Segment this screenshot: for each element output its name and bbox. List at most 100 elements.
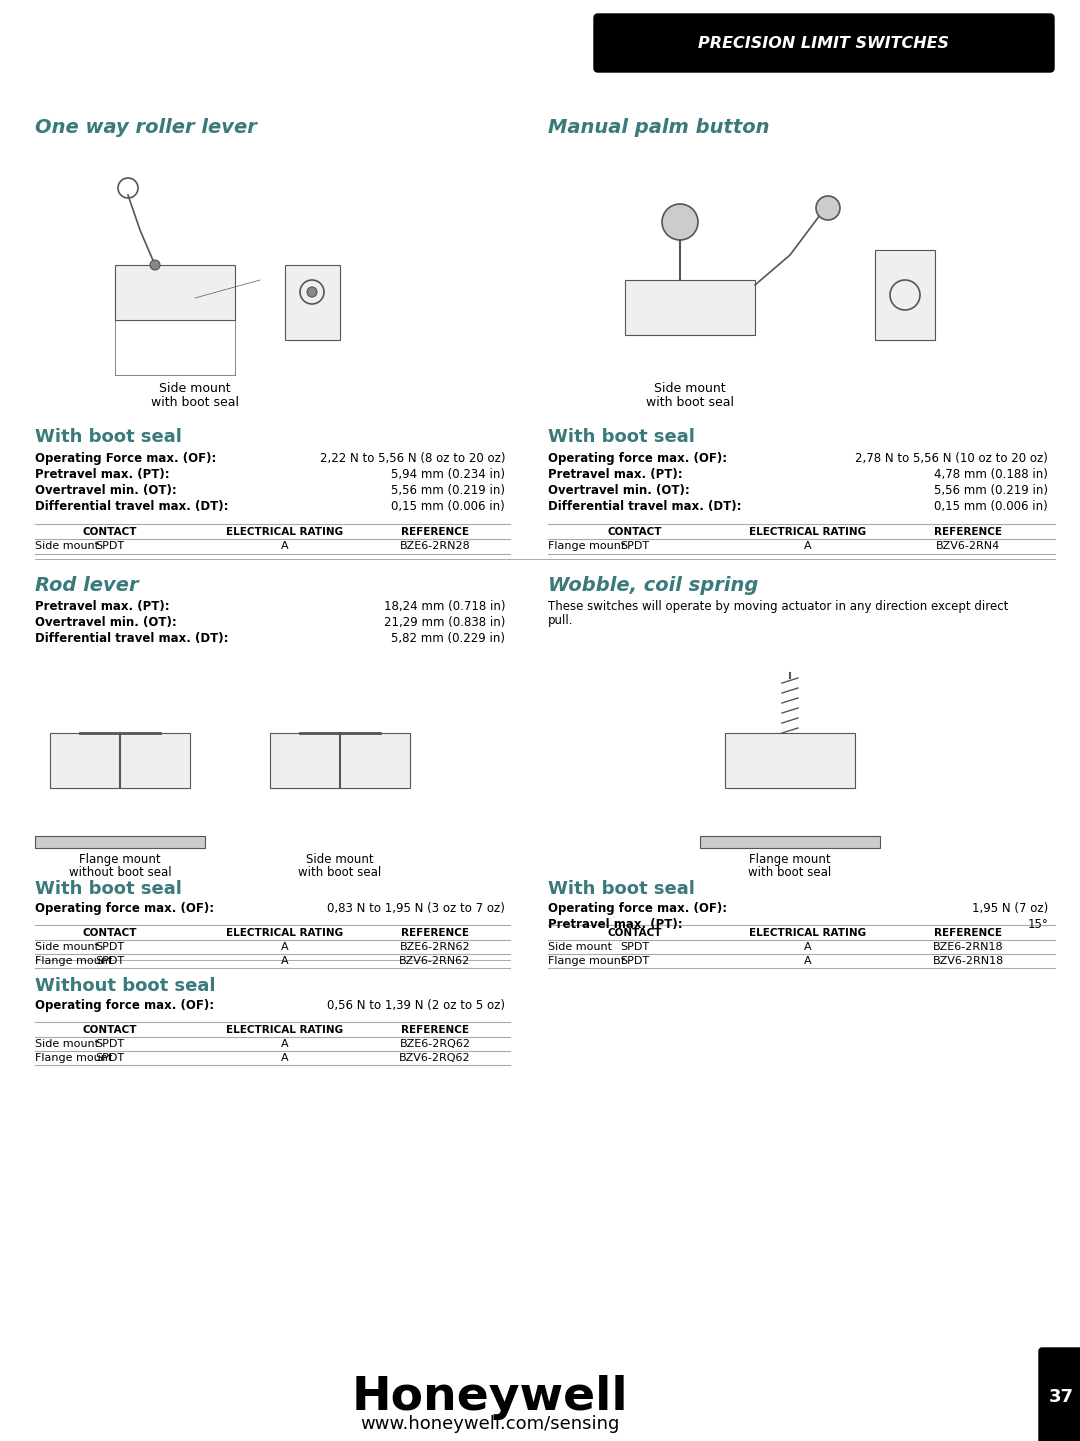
Text: 18,24 mm (0.718 in): 18,24 mm (0.718 in): [383, 599, 505, 612]
Text: BZE6-2RN18: BZE6-2RN18: [933, 942, 1003, 953]
Bar: [35, 836, 205, 847]
Bar: [700, 836, 880, 847]
Text: Side mount: Side mount: [307, 853, 374, 866]
Bar: [285, 265, 340, 340]
Bar: [270, 733, 410, 788]
FancyBboxPatch shape: [1039, 1347, 1080, 1441]
Text: These switches will operate by moving actuator in any direction except direct: These switches will operate by moving ac…: [548, 599, 1009, 612]
Text: 4,78 mm (0.188 in): 4,78 mm (0.188 in): [934, 468, 1048, 481]
Text: SPDT: SPDT: [620, 540, 649, 550]
Text: A: A: [281, 942, 288, 953]
Text: Overtravel min. (OT):: Overtravel min. (OT):: [35, 484, 177, 497]
Text: Flange mount: Flange mount: [548, 955, 625, 965]
Text: Honeywell: Honeywell: [352, 1375, 629, 1419]
Circle shape: [816, 196, 840, 220]
Text: With boot seal: With boot seal: [35, 428, 181, 447]
Text: ELECTRICAL RATING: ELECTRICAL RATING: [227, 527, 343, 537]
FancyBboxPatch shape: [594, 14, 1054, 72]
Text: Rod lever: Rod lever: [35, 576, 138, 595]
Text: BZE6-2RN28: BZE6-2RN28: [400, 540, 471, 550]
Text: 21,29 mm (0.838 in): 21,29 mm (0.838 in): [383, 615, 505, 630]
Text: CONTACT: CONTACT: [83, 1025, 137, 1035]
Text: ELECTRICAL RATING: ELECTRICAL RATING: [750, 527, 866, 537]
Text: Flange mount: Flange mount: [548, 540, 625, 550]
Text: CONTACT: CONTACT: [83, 928, 137, 938]
Text: BZE6-2RQ62: BZE6-2RQ62: [400, 1039, 471, 1049]
Text: SPDT: SPDT: [95, 1053, 124, 1063]
Text: A: A: [281, 1039, 288, 1049]
Text: CONTACT: CONTACT: [608, 527, 662, 537]
Text: Side mount: Side mount: [35, 1039, 99, 1049]
Text: Differential travel max. (DT):: Differential travel max. (DT):: [548, 500, 742, 513]
Text: 37: 37: [1049, 1388, 1074, 1406]
Text: Flange mount: Flange mount: [79, 853, 161, 866]
Text: Flange mount: Flange mount: [35, 1053, 112, 1063]
Text: Pretravel max. (PT):: Pretravel max. (PT):: [35, 599, 170, 612]
Text: 5,56 mm (0.219 in): 5,56 mm (0.219 in): [391, 484, 505, 497]
Text: BZV6-2RN18: BZV6-2RN18: [932, 955, 1003, 965]
Text: 1,95 N (7 oz): 1,95 N (7 oz): [972, 902, 1048, 915]
Circle shape: [150, 259, 160, 269]
Circle shape: [307, 287, 318, 297]
Text: Side mount: Side mount: [35, 540, 99, 550]
Text: Overtravel min. (OT):: Overtravel min. (OT):: [35, 615, 177, 630]
Text: PRECISION LIMIT SWITCHES: PRECISION LIMIT SWITCHES: [699, 36, 949, 50]
Bar: [625, 280, 755, 334]
Text: 0,15 mm (0.006 in): 0,15 mm (0.006 in): [934, 500, 1048, 513]
Text: Manual palm button: Manual palm button: [548, 118, 769, 137]
Text: Pretravel max. (PT):: Pretravel max. (PT):: [548, 468, 683, 481]
Text: 5,94 mm (0.234 in): 5,94 mm (0.234 in): [391, 468, 505, 481]
Text: With boot seal: With boot seal: [548, 880, 694, 898]
Text: BZV6-2RQ62: BZV6-2RQ62: [400, 1053, 471, 1063]
Text: A: A: [281, 540, 288, 550]
Text: BZE6-2RN62: BZE6-2RN62: [400, 942, 470, 953]
Text: A: A: [805, 955, 812, 965]
Text: 0,15 mm (0.006 in): 0,15 mm (0.006 in): [391, 500, 505, 513]
Text: Operating force max. (OF):: Operating force max. (OF):: [35, 902, 214, 915]
Text: Side mount: Side mount: [654, 382, 726, 395]
Text: 0,56 N to 1,39 N (2 oz to 5 oz): 0,56 N to 1,39 N (2 oz to 5 oz): [327, 999, 505, 1012]
Text: CONTACT: CONTACT: [608, 928, 662, 938]
Text: CONTACT: CONTACT: [83, 527, 137, 537]
Text: www.honeywell.com/sensing: www.honeywell.com/sensing: [361, 1415, 620, 1432]
Text: without boot seal: without boot seal: [69, 866, 172, 879]
Text: Pretravel max. (PT):: Pretravel max. (PT):: [35, 468, 170, 481]
Text: REFERENCE: REFERENCE: [401, 1025, 469, 1035]
Text: Differential travel max. (DT):: Differential travel max. (DT):: [35, 500, 229, 513]
Text: pull.: pull.: [548, 614, 573, 627]
Text: A: A: [281, 1053, 288, 1063]
Text: A: A: [805, 942, 812, 953]
Text: Operating force max. (OF):: Operating force max. (OF):: [35, 999, 214, 1012]
Bar: [875, 249, 935, 340]
Text: Operating Force max. (OF):: Operating Force max. (OF):: [35, 452, 216, 465]
Text: ELECTRICAL RATING: ELECTRICAL RATING: [227, 1025, 343, 1035]
Text: SPDT: SPDT: [95, 942, 124, 953]
Text: SPDT: SPDT: [620, 942, 649, 953]
Text: Side mount: Side mount: [548, 942, 612, 953]
Text: 5,82 mm (0.229 in): 5,82 mm (0.229 in): [391, 633, 505, 646]
Text: Overtravel min. (OT):: Overtravel min. (OT):: [548, 484, 690, 497]
Text: SPDT: SPDT: [95, 955, 124, 965]
Text: REFERENCE: REFERENCE: [401, 527, 469, 537]
Text: SPDT: SPDT: [95, 1039, 124, 1049]
Bar: [50, 733, 190, 788]
Text: ELECTRICAL RATING: ELECTRICAL RATING: [750, 928, 866, 938]
Text: REFERENCE: REFERENCE: [934, 527, 1002, 537]
Text: Operating force max. (OF):: Operating force max. (OF):: [548, 902, 727, 915]
Text: Side mount: Side mount: [35, 942, 99, 953]
Text: Differential travel max. (DT):: Differential travel max. (DT):: [35, 633, 229, 646]
Circle shape: [662, 205, 698, 241]
Text: 2,78 N to 5,56 N (10 oz to 20 oz): 2,78 N to 5,56 N (10 oz to 20 oz): [855, 452, 1048, 465]
Text: with boot seal: with boot seal: [151, 396, 239, 409]
Bar: [725, 733, 855, 788]
Text: With boot seal: With boot seal: [548, 428, 694, 447]
Text: Pretravel max. (PT):: Pretravel max. (PT):: [548, 918, 683, 931]
Text: Without boot seal: Without boot seal: [35, 977, 216, 994]
Text: Wobble, coil spring: Wobble, coil spring: [548, 576, 758, 595]
Text: REFERENCE: REFERENCE: [401, 928, 469, 938]
Bar: [114, 265, 235, 320]
Text: One way roller lever: One way roller lever: [35, 118, 257, 137]
Text: BZV6-2RN62: BZV6-2RN62: [400, 955, 471, 965]
Text: 15°: 15°: [1027, 918, 1048, 931]
Text: 2,22 N to 5,56 N (8 oz to 20 oz): 2,22 N to 5,56 N (8 oz to 20 oz): [320, 452, 505, 465]
